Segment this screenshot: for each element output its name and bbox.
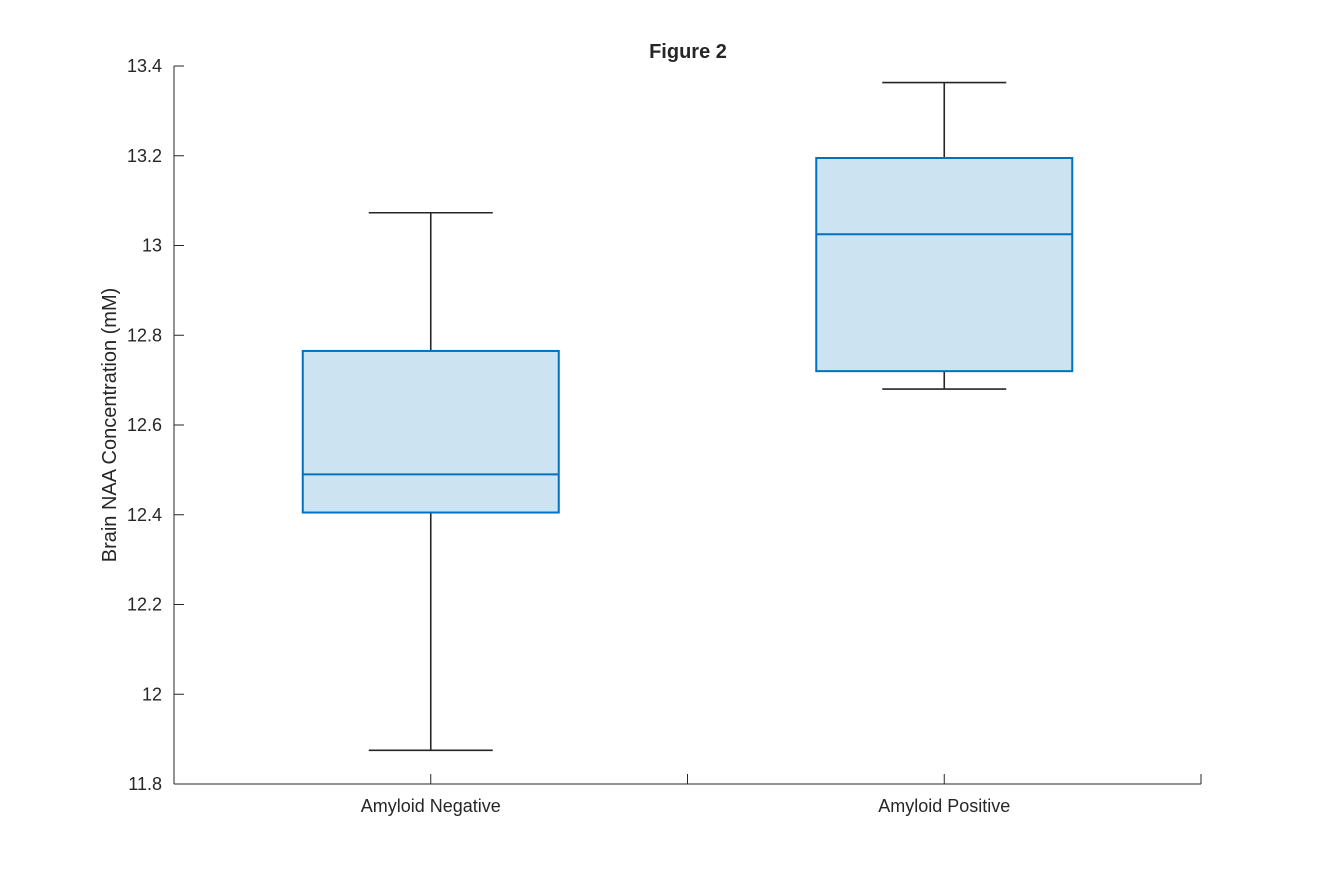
y-tick-label: 12 bbox=[142, 684, 162, 704]
y-tick-label: 12.8 bbox=[127, 325, 162, 345]
y-tick-label: 13.2 bbox=[127, 146, 162, 166]
y-tick-label: 13.4 bbox=[127, 56, 162, 76]
y-tick-label: 13 bbox=[142, 236, 162, 256]
iqr-box bbox=[301, 349, 560, 514]
axes: 11.8 12 12.2 12.4 12.6 12.8 13 13.2 13.4 Amyloid … bbox=[127, 56, 1202, 816]
y-tick-label: 11.8 bbox=[128, 774, 162, 794]
y-tick-label: 12.6 bbox=[127, 415, 162, 435]
x-tick-label: Amyloid Positive bbox=[878, 796, 1010, 816]
box-amyloid-negative bbox=[301, 211, 560, 752]
y-tick-label: 12.4 bbox=[127, 505, 162, 525]
chart-title: Figure 2 bbox=[649, 41, 727, 63]
box-amyloid-positive bbox=[815, 81, 1074, 390]
boxes-group bbox=[301, 81, 1074, 752]
x-tick-label: Amyloid Negative bbox=[361, 796, 501, 816]
iqr-box bbox=[815, 156, 1074, 373]
y-tick-label: 12.2 bbox=[127, 595, 162, 615]
y-axis-label: Brain NAA Concentration (mM) bbox=[99, 288, 121, 563]
